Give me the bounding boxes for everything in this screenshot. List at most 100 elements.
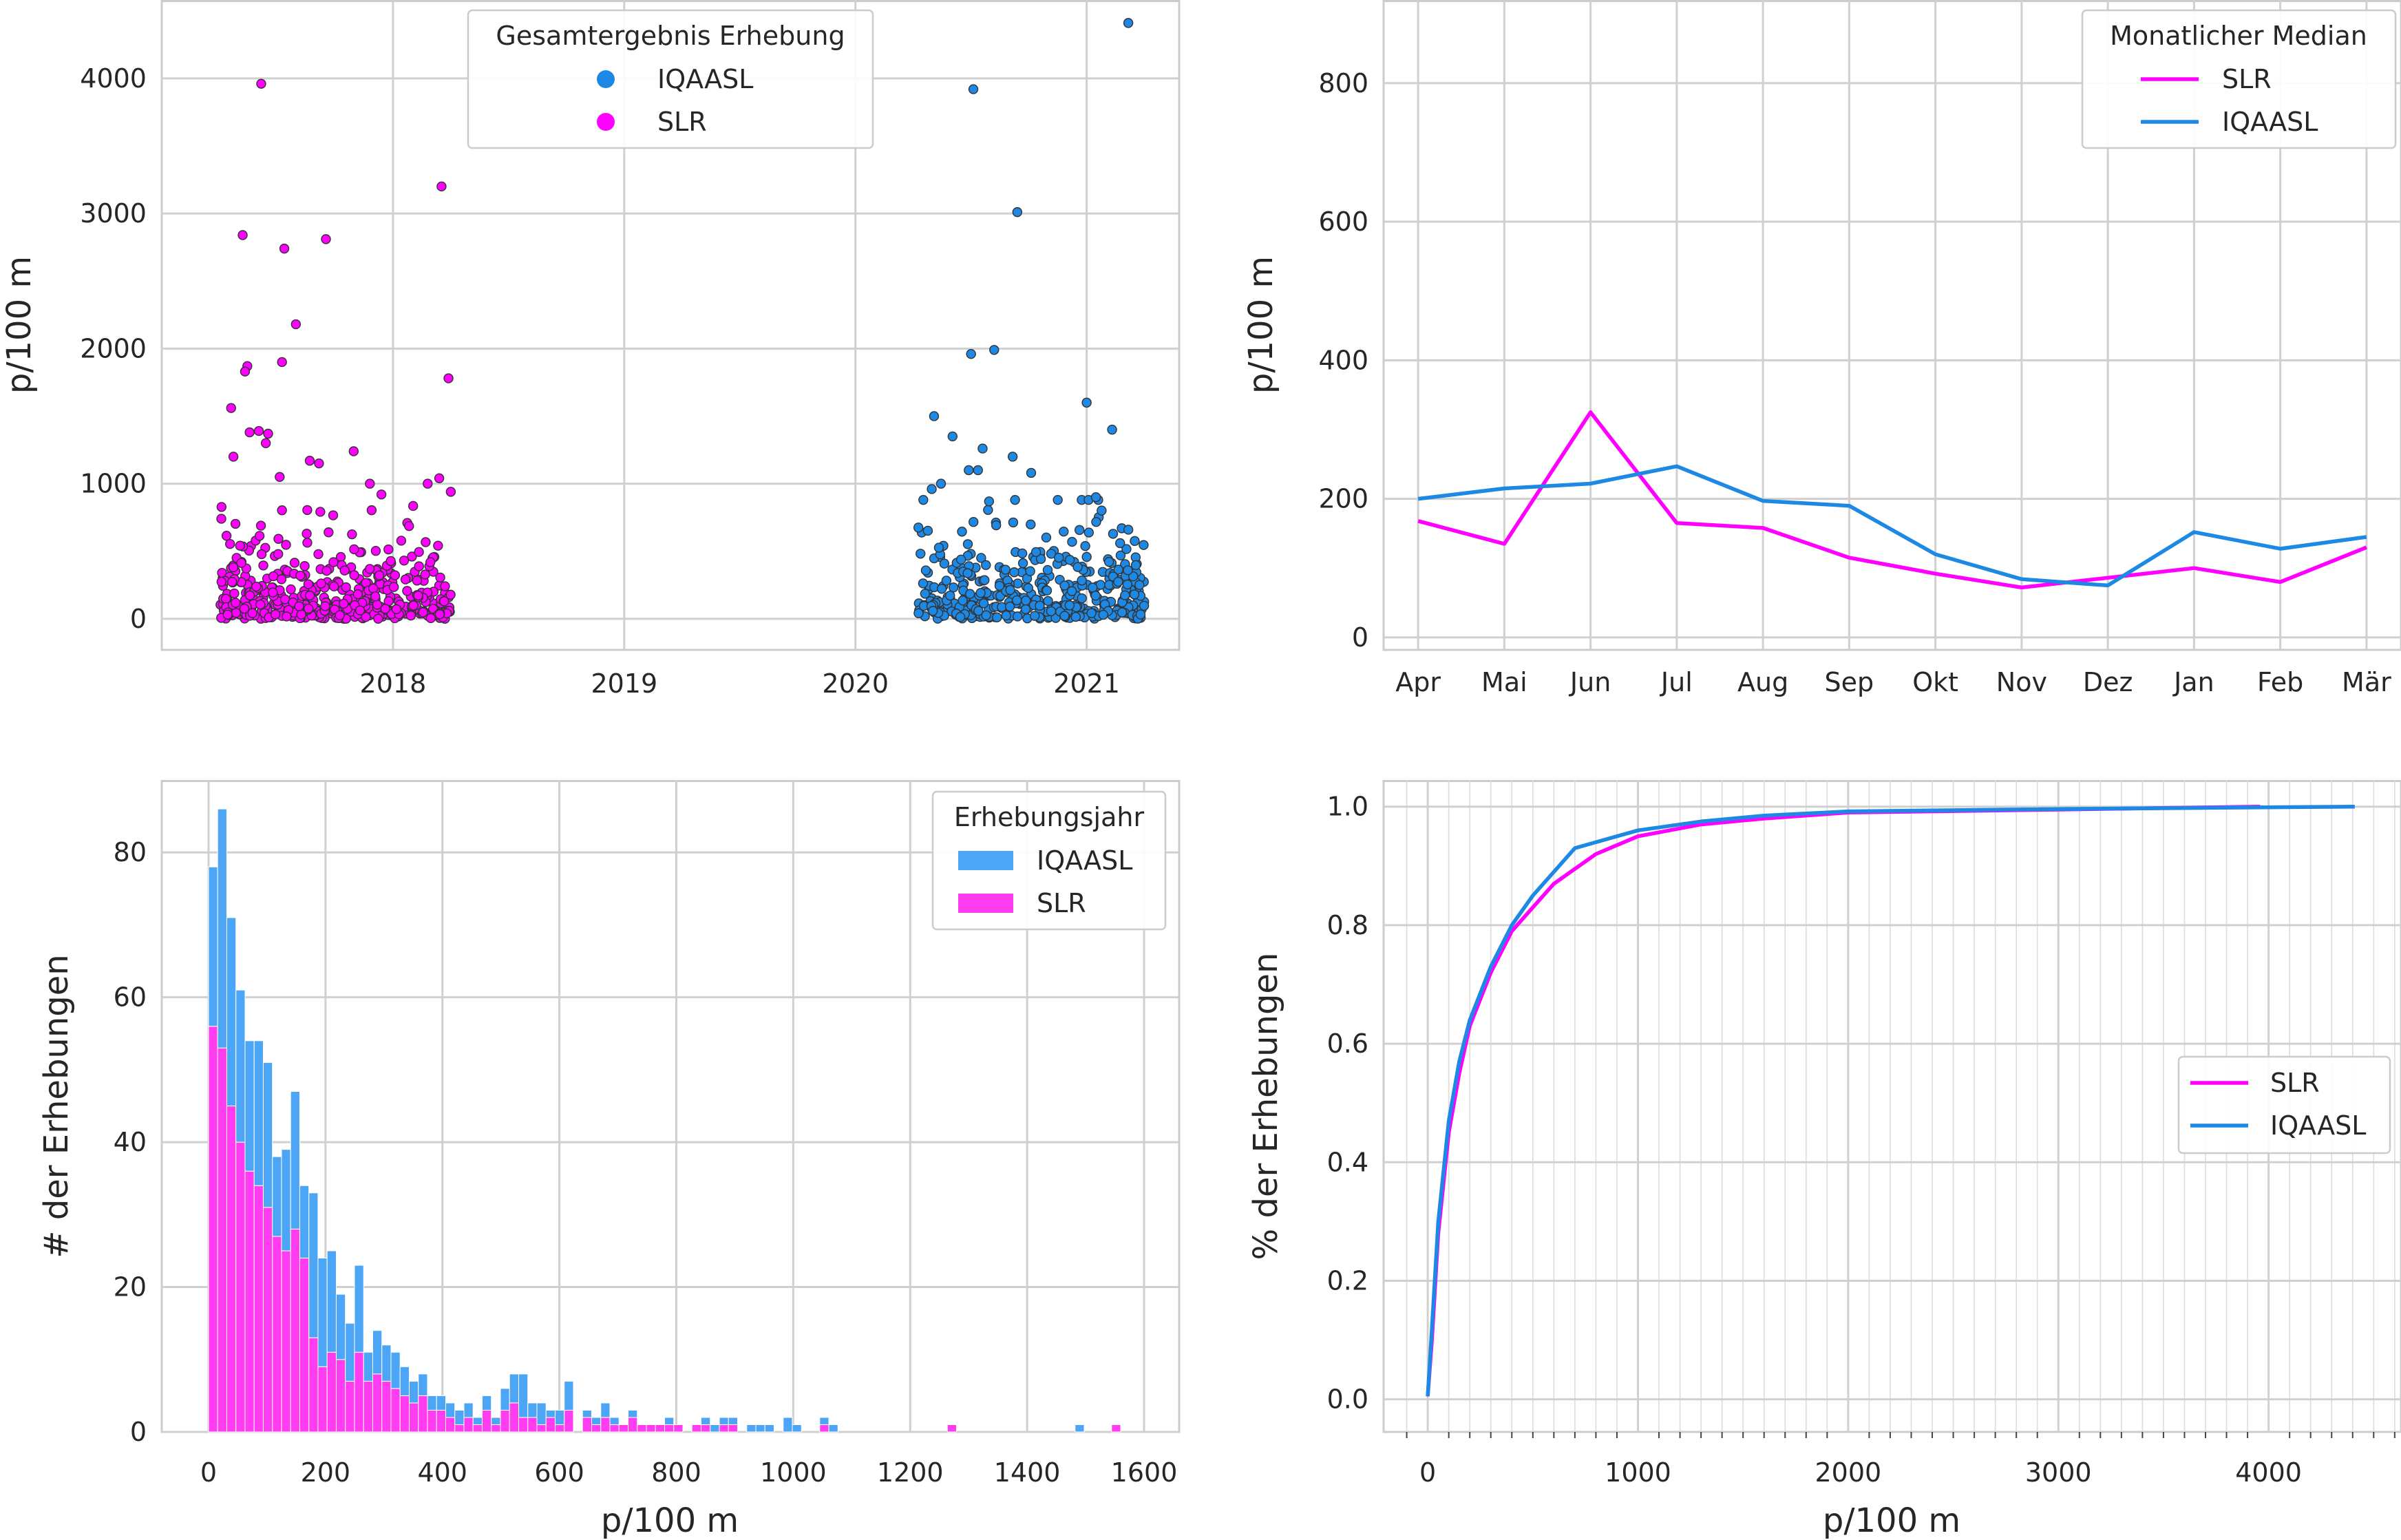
hist-xtick-label: 1400: [994, 1457, 1061, 1488]
hist-bar-slr: [390, 1388, 401, 1433]
median-legend: Monatlicher Median SLR IQAASL: [2081, 9, 2397, 149]
hist-bar-slr: [208, 1026, 218, 1433]
scatter-point-iqaasl: [1042, 565, 1053, 576]
scatter-point-iqaasl: [958, 595, 968, 606]
median-frame: [1382, 0, 2401, 651]
ecdf-xtick-label: 3000: [2025, 1457, 2092, 1488]
scatter-point-iqaasl: [969, 517, 979, 527]
scatter-point-slr: [390, 570, 401, 580]
hist-bar-slr: [481, 1409, 492, 1433]
hist-bar-slr: [299, 1257, 310, 1433]
scatter-point-slr: [247, 608, 257, 618]
scatter-point-iqaasl: [1043, 595, 1053, 606]
scatter-point-iqaasl: [1070, 611, 1081, 622]
hist-bar-iqaasl: [554, 1409, 565, 1425]
scatter-point-slr: [260, 438, 271, 448]
hist-ytick-label: 20: [114, 1272, 147, 1302]
hist-bar-iqaasl: [363, 1351, 373, 1382]
scatter-point-slr: [216, 576, 226, 587]
scatter-point-iqaasl: [1091, 516, 1101, 527]
scatter-point-slr: [273, 549, 284, 559]
scatter-point-slr: [244, 590, 255, 601]
scatter-xtick-label: 2018: [360, 668, 427, 699]
scatter-point-iqaasl: [1030, 611, 1040, 621]
scatter-point-iqaasl: [1090, 591, 1101, 601]
hist-bar-slr: [335, 1359, 346, 1433]
scatter-point-slr: [380, 604, 390, 614]
scatter-point-slr: [303, 603, 314, 614]
median-xtick-label: Jul: [1660, 667, 1693, 697]
hist-bar-iqaasl: [390, 1351, 401, 1389]
median-ytick-label: 0: [1352, 622, 1368, 653]
scatter-xtick-label: 2020: [822, 668, 889, 699]
hist-bar-iqaasl: [272, 1156, 282, 1237]
scatter-point-slr: [256, 78, 266, 89]
hist-bar-slr: [518, 1417, 529, 1433]
scatter-point-iqaasl: [1088, 582, 1098, 593]
scatter-point-slr: [216, 514, 226, 524]
scatter-point-iqaasl: [933, 542, 944, 553]
scatter-point-slr: [373, 613, 383, 624]
scatter-point-iqaasl: [981, 560, 991, 571]
scatter-point-slr: [365, 564, 375, 574]
scatter-point-iqaasl: [1053, 494, 1063, 505]
hist-bar-iqaasl: [226, 917, 237, 1107]
scatter-point-iqaasl: [992, 612, 1002, 622]
hist-bar-slr: [527, 1417, 538, 1433]
median-xtick-label: Jan: [2172, 667, 2214, 697]
scatter-point-slr: [279, 243, 290, 254]
hist-bar-slr: [235, 1141, 246, 1433]
scatter-point-iqaasl: [975, 588, 986, 598]
scatter-point-iqaasl: [920, 589, 931, 599]
scatter-point-slr: [436, 181, 447, 192]
hist-bar-iqaasl: [208, 866, 218, 1027]
ecdf-xtick-label: 1000: [1605, 1457, 1671, 1488]
scatter-point-iqaasl: [1007, 452, 1018, 462]
scatter-point-iqaasl: [1086, 608, 1097, 618]
scatter-point-iqaasl: [1004, 601, 1015, 612]
scatter-point-iqaasl: [936, 584, 947, 594]
hist-bar-slr: [381, 1380, 392, 1433]
ecdf-lines: [1426, 804, 2355, 1397]
scatter-point-slr: [412, 576, 423, 586]
scatter-point-iqaasl: [994, 580, 1005, 591]
hist-bar-slr: [1111, 1424, 1121, 1433]
scatter-point-slr: [302, 529, 312, 539]
hist-bar-iqaasl: [628, 1409, 638, 1418]
hist-bar-iqaasl: [719, 1417, 729, 1425]
scatter-point-iqaasl: [1081, 397, 1092, 408]
hist-bar-slr: [609, 1424, 620, 1433]
scatter-legend: Gesamtergebnis Erhebung IQAASL SLR: [467, 9, 874, 149]
hist-bar-slr: [436, 1409, 446, 1433]
hist-bar-iqaasl: [308, 1192, 319, 1338]
scatter-point-iqaasl: [927, 484, 937, 494]
hist-legend-title: Erhebungsjahr: [954, 802, 1145, 832]
median-line-slr: [1417, 410, 2367, 590]
scatter-point-iqaasl: [1122, 579, 1132, 590]
hist-bar-iqaasl: [564, 1380, 574, 1411]
scatter-point-slr: [221, 531, 232, 541]
scatter-point-iqaasl: [920, 565, 931, 576]
hist-bar-slr: [664, 1424, 675, 1433]
scatter-point-slr: [370, 591, 381, 602]
scatter-panel: 0 1000 2000 3000 4000 2018 2019 2020 2021 p/100 …: [0, 0, 1181, 699]
hist-bar-iqaasl: [381, 1344, 392, 1382]
scatter-point-slr: [321, 234, 331, 244]
scatter-point-slr: [328, 557, 339, 567]
scatter-point-iqaasl: [1066, 586, 1077, 596]
scatter-point-slr: [425, 613, 436, 624]
hist-bar-iqaasl: [491, 1417, 501, 1425]
scatter-point-iqaasl: [964, 465, 974, 476]
hist-bar-iqaasl: [244, 1040, 255, 1172]
scatter-point-slr: [315, 507, 326, 517]
scatter-point-iqaasl: [1059, 611, 1070, 621]
hist-bar-iqaasl: [500, 1388, 510, 1411]
hist-bar-iqaasl: [290, 1090, 300, 1230]
ecdf-xtick-label: 0: [1419, 1457, 1436, 1488]
scatter-point-slr: [439, 596, 449, 606]
scatter-point-iqaasl: [1097, 505, 1107, 516]
hist-bar-iqaasl: [1075, 1424, 1085, 1433]
hist-bar-slr: [500, 1409, 510, 1433]
scatter-point-slr: [414, 561, 424, 571]
scatter-point-iqaasl: [1081, 551, 1092, 562]
